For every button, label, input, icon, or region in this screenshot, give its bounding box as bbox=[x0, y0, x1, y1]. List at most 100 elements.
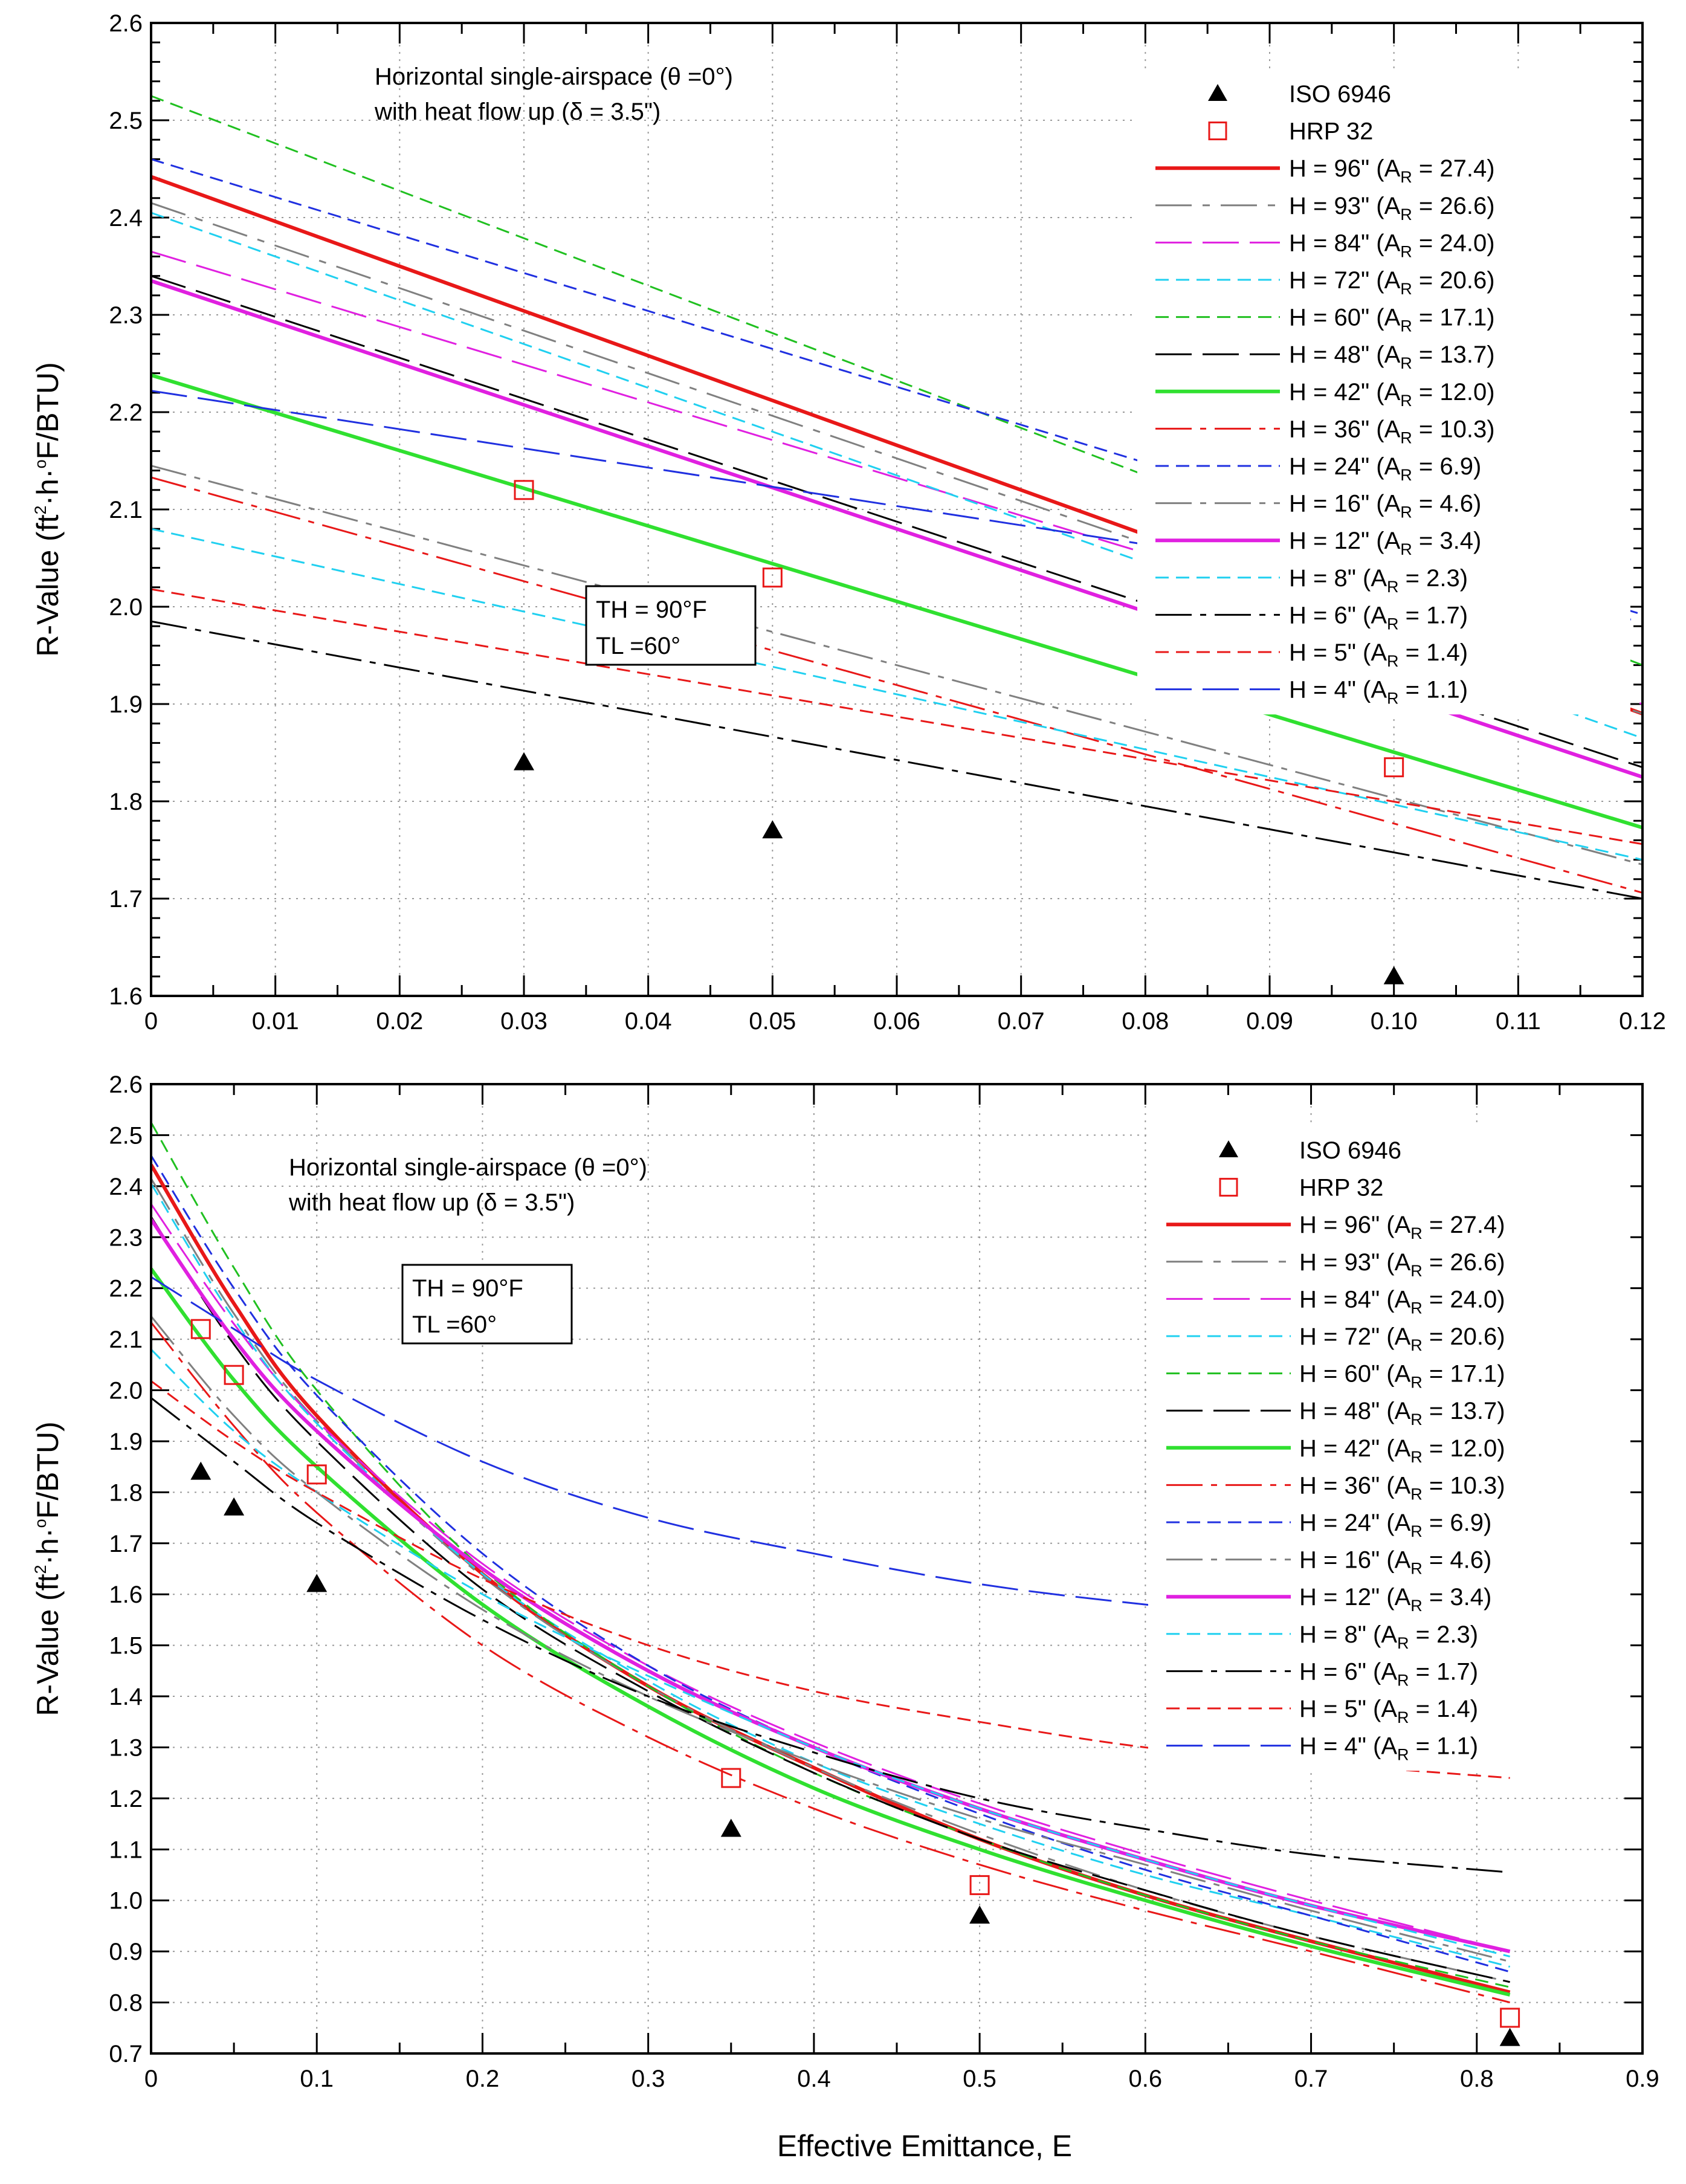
y-tick-label: 0.9 bbox=[109, 1939, 143, 1965]
legend-label: H = 96" (AR = 27.4) bbox=[1299, 1212, 1505, 1242]
legend-label-sub: R bbox=[1387, 615, 1399, 633]
x-tick-label: 0.7 bbox=[1294, 2066, 1328, 2092]
legend-label-part: = 10.3) bbox=[1423, 1472, 1505, 1499]
series-line bbox=[151, 476, 1642, 894]
y-tick-label: 2.4 bbox=[109, 205, 143, 231]
y-axis-label: R-Value (ft2·h·oF/BTU) bbox=[31, 1421, 65, 1716]
legend-label-part: H = 96" (A bbox=[1299, 1212, 1411, 1238]
hrp-marker bbox=[762, 567, 783, 588]
legend-label: H = 42" (AR = 12.0) bbox=[1289, 379, 1495, 410]
y-tick-label: 2.1 bbox=[109, 1326, 143, 1353]
legend-label: H = 72" (AR = 20.6) bbox=[1289, 267, 1495, 298]
legend-label: H = 16" (AR = 4.6) bbox=[1299, 1547, 1491, 1578]
x-tick-label: 0.4 bbox=[797, 2066, 831, 2092]
legend-label-part: = 1.1) bbox=[1399, 677, 1468, 703]
legend-label-part: H = 12" (A bbox=[1289, 528, 1401, 554]
hrp-marker bbox=[969, 1875, 990, 1895]
legend-label: H = 24" (AR = 6.9) bbox=[1299, 1510, 1491, 1540]
legend-iso-label: ISO 6946 bbox=[1299, 1137, 1401, 1164]
legend-label-part: = 24.0) bbox=[1412, 230, 1495, 256]
y-tick-label: 2.6 bbox=[109, 1071, 143, 1098]
y-axis-label-part: R-Value (ft bbox=[31, 514, 65, 656]
legend-label: H = 48" (AR = 13.7) bbox=[1289, 341, 1495, 372]
y-tick-label: 0.8 bbox=[109, 1990, 143, 2017]
legend-label: H = 36" (AR = 10.3) bbox=[1289, 416, 1495, 447]
legend-label-part: = 17.1) bbox=[1412, 305, 1495, 331]
y-tick-label: 2.1 bbox=[109, 497, 143, 523]
y-tick-label: 1.2 bbox=[109, 1786, 143, 1812]
markers bbox=[190, 1319, 1520, 2046]
legend-label-sub: R bbox=[1410, 1522, 1423, 1540]
x-tick-label: 0.3 bbox=[631, 2066, 665, 2092]
legend-label: H = 60" (AR = 17.1) bbox=[1289, 305, 1495, 335]
legend-label-sub: R bbox=[1410, 1410, 1423, 1429]
x-tick-label: 0.1 bbox=[300, 2066, 334, 2092]
legend-label: H = 6" (AR = 1.7) bbox=[1299, 1658, 1478, 1689]
y-axis-label-part: F/BTU) bbox=[31, 362, 65, 459]
y-tick-label: 1.7 bbox=[109, 1531, 143, 1557]
y-tick-label: 1.5 bbox=[109, 1633, 143, 1659]
iso-marker bbox=[1383, 966, 1404, 984]
x-tick-label: 0.09 bbox=[1246, 1008, 1293, 1035]
legend-label-part: = 1.7) bbox=[1409, 1658, 1479, 1685]
legend-label-part: = 27.4) bbox=[1423, 1212, 1505, 1238]
x-tick-label: 0.5 bbox=[963, 2066, 996, 2092]
series-line bbox=[151, 1216, 1510, 1983]
series-line bbox=[151, 1183, 1510, 1968]
x-tick-label: 0.04 bbox=[625, 1008, 672, 1035]
legend-label: H = 42" (AR = 12.0) bbox=[1299, 1435, 1505, 1466]
legend-label-part: H = 24" (A bbox=[1299, 1510, 1411, 1536]
legend-label-part: = 2.3) bbox=[1399, 565, 1468, 592]
legend-label-part: H = 24" (A bbox=[1289, 453, 1401, 480]
legend-label-sub: R bbox=[1400, 392, 1412, 410]
series-line bbox=[151, 1178, 1510, 1983]
legend-label-part: = 26.6) bbox=[1423, 1249, 1505, 1276]
legend-label: H = 48" (AR = 13.7) bbox=[1299, 1398, 1505, 1429]
x-tick-label: 0.07 bbox=[998, 1008, 1045, 1035]
series-line bbox=[151, 1218, 1511, 1954]
legend-label-sub: R bbox=[1410, 1374, 1423, 1392]
legend-label-part: = 12.0) bbox=[1423, 1435, 1505, 1462]
temperature-box bbox=[585, 585, 757, 666]
legend-label-part: H = 60" (A bbox=[1299, 1361, 1411, 1388]
series-line bbox=[151, 528, 1642, 861]
legend-hrp-marker bbox=[1219, 1178, 1238, 1197]
y-tick-label: 1.9 bbox=[109, 691, 143, 718]
y-axis-label: R-Value (ft2·h·oF/BTU) bbox=[31, 362, 65, 657]
legend-label-sub: R bbox=[1387, 578, 1399, 596]
legend-label-part: H = 48" (A bbox=[1289, 341, 1401, 368]
annotation-line1: Horizontal single-airspace (θ =0°) bbox=[375, 63, 733, 90]
legend-label-part: H = 42" (A bbox=[1299, 1435, 1411, 1462]
legend-label-part: H = 5" (A bbox=[1299, 1696, 1397, 1722]
legend-label-part: = 13.7) bbox=[1412, 341, 1495, 368]
legend-label: H = 8" (AR = 2.3) bbox=[1299, 1621, 1478, 1652]
legend-label-sub: R bbox=[1400, 280, 1412, 298]
legend-label-sub: R bbox=[1400, 317, 1412, 335]
legend-label-sub: R bbox=[1397, 1671, 1409, 1689]
legend-label-sub: R bbox=[1410, 1336, 1423, 1354]
x-tick-label: 0.05 bbox=[749, 1008, 796, 1035]
y-axis-label-sup: o bbox=[31, 459, 50, 468]
y-tick-label: 1.6 bbox=[109, 983, 143, 1010]
legend-label-part: = 3.4) bbox=[1423, 1584, 1492, 1611]
legend-label-sub: R bbox=[1400, 205, 1412, 224]
legend-label-part: H = 5" (A bbox=[1289, 639, 1387, 666]
legend-label-part: = 24.0) bbox=[1423, 1286, 1505, 1313]
legend-label-sub: R bbox=[1410, 1224, 1423, 1242]
y-tick-label: 1.7 bbox=[109, 886, 143, 913]
y-tick-label: 2.2 bbox=[109, 1276, 143, 1302]
legend-label: H = 84" (AR = 24.0) bbox=[1289, 230, 1495, 260]
legend-label-part: H = 84" (A bbox=[1299, 1286, 1411, 1313]
y-tick-label: 2.5 bbox=[109, 1122, 143, 1149]
x-tick-label: 0.01 bbox=[252, 1008, 299, 1035]
legend-label-sub: R bbox=[1410, 1262, 1423, 1280]
legend-label-part: H = 16" (A bbox=[1299, 1547, 1411, 1574]
series-line bbox=[151, 465, 1642, 866]
legend-label: H = 93" (AR = 26.6) bbox=[1299, 1249, 1505, 1280]
legend-label-part: H = 36" (A bbox=[1289, 416, 1401, 442]
x-tick-label: 0.8 bbox=[1460, 2066, 1494, 2092]
series-line bbox=[151, 373, 1642, 830]
legend-label-sub: R bbox=[1397, 1634, 1409, 1652]
y-tick-label: 2.0 bbox=[109, 594, 143, 621]
